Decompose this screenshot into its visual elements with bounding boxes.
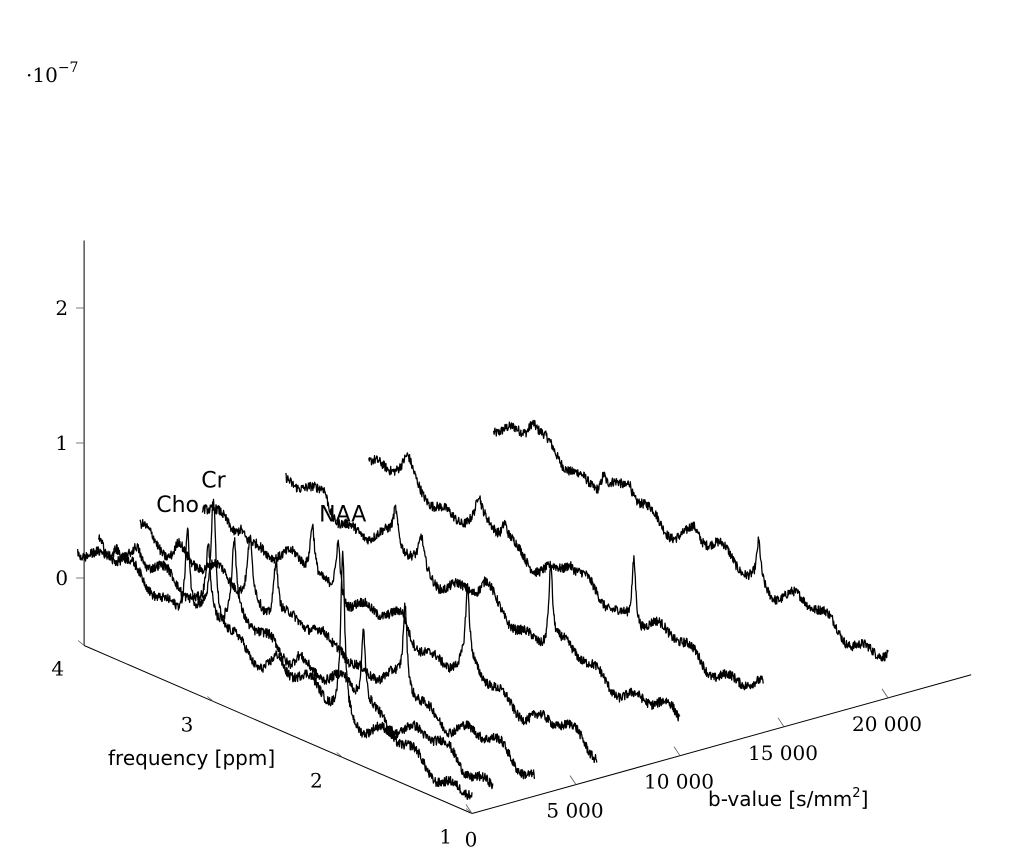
spectrum-line <box>76 498 473 800</box>
peak-label-cr: Cr <box>201 468 226 493</box>
b-value-tick-mark <box>569 775 577 785</box>
spectrum-line <box>97 534 494 790</box>
frequency-axis-line <box>83 645 473 814</box>
frequency-tick-label: 2 <box>310 769 323 793</box>
frequency-axis-label: frequency [ppm] <box>108 746 275 770</box>
z-scale-note: ·10−7 <box>26 60 78 87</box>
b-value-tick-label: 20 000 <box>852 712 922 736</box>
b-value-tick-label: 15 000 <box>748 741 818 765</box>
z-tick-label: 1 <box>55 431 68 455</box>
spectra-group <box>76 419 889 800</box>
b-value-tick-mark <box>673 746 681 756</box>
spectrum-line <box>201 504 598 764</box>
b-value-tick-label: 10 000 <box>644 770 714 794</box>
z-tick-label: 0 <box>55 566 68 590</box>
frequency-tick-label: 1 <box>439 825 452 849</box>
frequency-tick-mark <box>336 752 343 758</box>
b-value-tick-label: 0 <box>465 828 478 852</box>
b-value-tick-mark <box>465 804 473 814</box>
frequency-tick-label: 3 <box>181 713 194 737</box>
b-value-tick-mark <box>881 688 889 699</box>
spectrum-line <box>368 452 764 691</box>
peak-label-cho: Cho <box>156 493 199 518</box>
spectrum-line <box>285 472 681 722</box>
b-value-tick-label: 5 000 <box>546 799 603 823</box>
axes-group <box>76 240 972 814</box>
labels-group: ·10−7 frequency [ppm] b-value [s/mm2] 01… <box>26 60 922 852</box>
spectrum-line <box>492 419 889 662</box>
frequency-tick-mark <box>77 640 85 646</box>
frequency-tick-label: 4 <box>51 657 64 681</box>
peak-label-naa: NAA <box>319 502 366 527</box>
b-value-axis-label: b-value [s/mm2] <box>708 786 868 811</box>
z-tick-label: 2 <box>55 296 68 320</box>
frequency-tick-mark <box>207 696 214 702</box>
b-value-tick-mark <box>777 717 785 728</box>
spectrum-line <box>139 519 536 780</box>
